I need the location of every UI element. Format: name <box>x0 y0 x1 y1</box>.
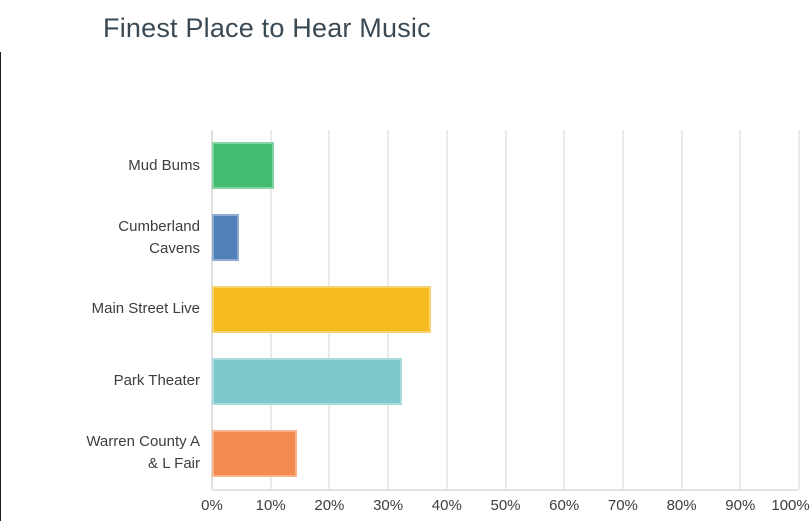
x-tick-label: 30% <box>373 497 404 514</box>
category-label-row: Warren County A & L Fair <box>0 417 200 489</box>
screenshot-left-edge-line <box>0 52 1 521</box>
x-tick-label: 20% <box>314 497 345 514</box>
gridline <box>504 130 507 489</box>
gridline <box>680 130 683 489</box>
bar-row <box>212 417 799 489</box>
bar-row <box>212 130 799 202</box>
category-label: Warren County A & L Fair <box>86 433 200 473</box>
x-tick-label: 10% <box>255 497 286 514</box>
x-tick-label: 90% <box>725 497 756 514</box>
category-label: Mud Bums <box>128 156 200 174</box>
x-axis-ticks: 0% 10% 20% 30% 40% 50% 60% 70% 80% 90% 100% <box>201 497 810 517</box>
bar-warren-county-a-l-fair[interactable] <box>212 429 298 477</box>
bar-row <box>212 274 799 346</box>
x-tick-label: 60% <box>549 497 580 514</box>
bar-main-street-live[interactable] <box>212 285 431 333</box>
category-label: Cumberland Cavens <box>118 217 200 257</box>
x-tick-label: 0% <box>201 497 223 514</box>
gridline <box>563 130 566 489</box>
gridline <box>798 130 800 489</box>
chart-title: Finest Place to Hear Music <box>103 13 431 43</box>
category-axis: Mud Bums Cumberland Cavens Main Street Liv… <box>0 130 200 489</box>
x-tick-label: 80% <box>666 497 697 514</box>
gridline <box>445 130 448 489</box>
category-label: Main Street Live <box>91 300 200 318</box>
x-tick-label: 100% <box>771 497 810 514</box>
x-tick-label: 40% <box>431 497 462 514</box>
category-label-row: Main Street Live <box>0 274 200 346</box>
category-label-row: Cumberland Cavens <box>0 202 200 274</box>
x-tick-label: 50% <box>490 497 521 514</box>
category-label-row: Park Theater <box>0 345 200 417</box>
plot-area <box>211 130 800 491</box>
bar-row <box>212 202 799 274</box>
bar-mud-bums[interactable] <box>212 142 274 190</box>
bar-cumberland-cavens[interactable] <box>212 214 239 262</box>
bar-row <box>212 345 799 417</box>
gridline <box>739 130 742 489</box>
x-tick-label: 70% <box>607 497 638 514</box>
bar-park-theater[interactable] <box>212 357 403 405</box>
gridline <box>621 130 624 489</box>
category-label: Park Theater <box>113 372 200 390</box>
category-label-row: Mud Bums <box>0 130 200 202</box>
